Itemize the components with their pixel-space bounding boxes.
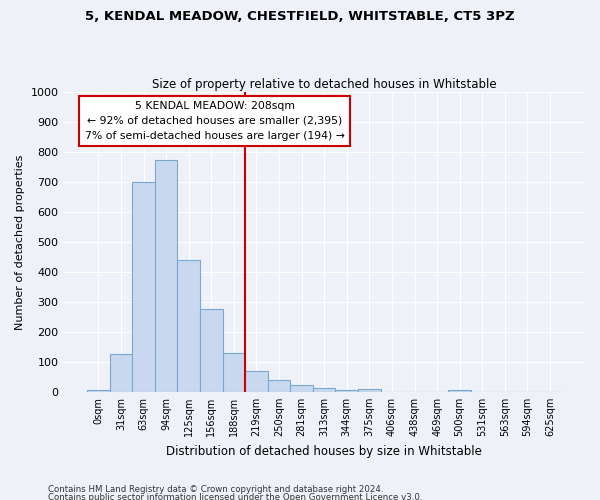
Bar bbox=[178, 260, 200, 392]
Bar bbox=[448, 390, 471, 392]
Bar bbox=[87, 390, 110, 392]
Text: 5 KENDAL MEADOW: 208sqm
← 92% of detached houses are smaller (2,395)
7% of semi-: 5 KENDAL MEADOW: 208sqm ← 92% of detache… bbox=[85, 101, 344, 141]
Bar bbox=[200, 310, 223, 392]
Bar bbox=[132, 182, 155, 392]
Y-axis label: Number of detached properties: Number of detached properties bbox=[15, 154, 25, 330]
Bar bbox=[335, 390, 358, 392]
Text: 5, KENDAL MEADOW, CHESTFIELD, WHITSTABLE, CT5 3PZ: 5, KENDAL MEADOW, CHESTFIELD, WHITSTABLE… bbox=[85, 10, 515, 23]
Bar bbox=[245, 371, 268, 392]
Bar bbox=[358, 389, 380, 392]
Text: Contains public sector information licensed under the Open Government Licence v3: Contains public sector information licen… bbox=[48, 492, 422, 500]
Bar bbox=[268, 380, 290, 392]
X-axis label: Distribution of detached houses by size in Whitstable: Distribution of detached houses by size … bbox=[166, 444, 482, 458]
Bar bbox=[110, 354, 132, 392]
Text: Contains HM Land Registry data © Crown copyright and database right 2024.: Contains HM Land Registry data © Crown c… bbox=[48, 486, 383, 494]
Bar bbox=[155, 160, 178, 392]
Bar bbox=[223, 353, 245, 392]
Title: Size of property relative to detached houses in Whitstable: Size of property relative to detached ho… bbox=[152, 78, 497, 91]
Bar bbox=[290, 386, 313, 392]
Bar bbox=[313, 388, 335, 392]
